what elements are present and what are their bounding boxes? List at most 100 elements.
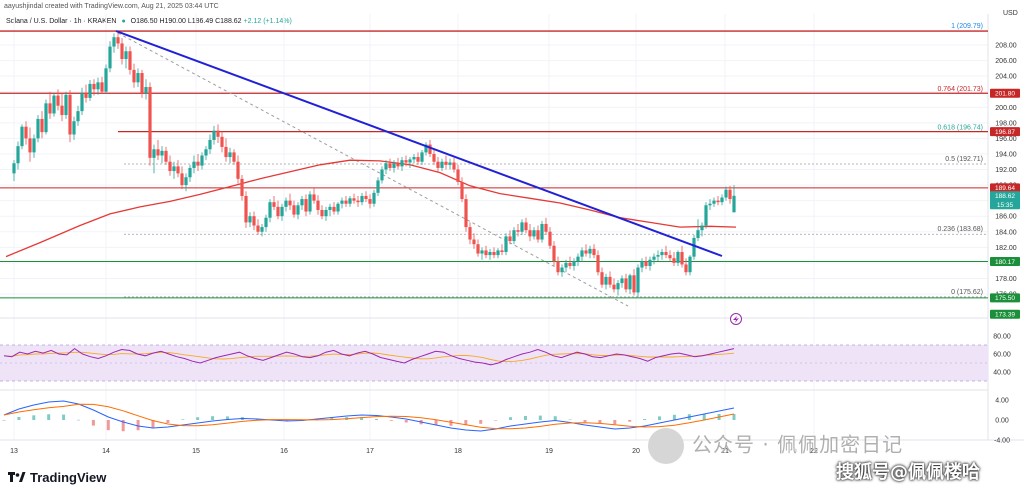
candle[interactable] — [304, 194, 308, 217]
price-badge-support[interactable]: 180.17 — [990, 257, 1020, 267]
candle[interactable] — [316, 195, 320, 215]
candle[interactable] — [604, 273, 608, 290]
candle[interactable] — [440, 158, 444, 172]
candle[interactable] — [600, 267, 604, 288]
candle[interactable] — [540, 220, 544, 243]
candle[interactable] — [308, 191, 312, 215]
candle[interactable] — [716, 195, 720, 206]
candle[interactable] — [248, 212, 252, 228]
candle[interactable] — [268, 199, 272, 223]
candle[interactable] — [84, 84, 88, 103]
candle[interactable] — [172, 161, 176, 179]
candle[interactable] — [560, 264, 564, 277]
candle[interactable] — [396, 157, 400, 170]
candle[interactable] — [476, 239, 480, 257]
candle[interactable] — [256, 219, 260, 235]
candle[interactable] — [192, 155, 196, 174]
candle[interactable] — [376, 177, 380, 196]
candle[interactable] — [196, 153, 200, 172]
candle[interactable] — [448, 158, 452, 170]
candle[interactable] — [164, 146, 168, 165]
candle[interactable] — [520, 219, 524, 235]
candle[interactable] — [404, 155, 408, 167]
price-badge-resistance[interactable]: 201.80 — [990, 88, 1020, 98]
candle[interactable] — [300, 195, 304, 210]
candle[interactable] — [292, 200, 296, 218]
candle[interactable] — [76, 105, 80, 126]
candle[interactable] — [472, 233, 476, 249]
candle[interactable] — [444, 155, 448, 170]
candle[interactable] — [276, 200, 280, 220]
candle[interactable] — [64, 91, 68, 119]
price-badge-support[interactable]: 175.50 — [990, 293, 1020, 303]
candle[interactable] — [572, 258, 576, 271]
candle[interactable] — [144, 79, 148, 100]
candle[interactable] — [68, 90, 72, 143]
rsi-line[interactable] — [3, 347, 735, 366]
candle[interactable] — [388, 158, 392, 172]
candle[interactable] — [184, 173, 188, 192]
candle[interactable] — [556, 256, 560, 276]
candle[interactable] — [272, 195, 276, 210]
candle[interactable] — [704, 202, 708, 229]
candle[interactable] — [140, 69, 144, 98]
candle[interactable] — [468, 222, 472, 245]
symbol-name[interactable]: Solana / U.S. Dollar · 1h · KRAKEN — [6, 18, 117, 25]
candle[interactable] — [244, 191, 248, 228]
candle[interactable] — [508, 230, 512, 245]
candle[interactable] — [616, 279, 620, 296]
candle[interactable] — [492, 247, 496, 259]
candle[interactable] — [532, 227, 536, 240]
candle[interactable] — [652, 253, 656, 265]
candle[interactable] — [656, 250, 660, 262]
candle[interactable] — [340, 197, 344, 209]
candle[interactable] — [188, 164, 192, 182]
candle[interactable] — [564, 259, 568, 273]
candle[interactable] — [228, 147, 232, 164]
candle[interactable] — [204, 146, 208, 161]
candle[interactable] — [456, 164, 460, 186]
candle[interactable] — [72, 116, 76, 140]
candle[interactable] — [40, 111, 44, 139]
candle[interactable] — [200, 152, 204, 170]
candle[interactable] — [680, 245, 684, 268]
candle[interactable] — [116, 30, 120, 49]
candle[interactable] — [80, 87, 84, 116]
candle[interactable] — [720, 194, 724, 206]
candle[interactable] — [732, 185, 736, 213]
candle[interactable] — [124, 46, 128, 69]
candle[interactable] — [16, 141, 20, 170]
candle[interactable] — [640, 258, 644, 273]
candle[interactable] — [284, 197, 288, 212]
candle[interactable] — [208, 134, 212, 154]
candle[interactable] — [12, 160, 16, 182]
candle[interactable] — [696, 219, 700, 242]
candle[interactable] — [32, 134, 36, 158]
candle[interactable] — [128, 46, 132, 75]
candle[interactable] — [364, 191, 368, 203]
macd-signal-line[interactable] — [3, 403, 735, 430]
candle[interactable] — [504, 233, 508, 256]
candle[interactable] — [552, 241, 556, 266]
candle[interactable] — [328, 203, 332, 217]
candle[interactable] — [332, 202, 336, 215]
candle[interactable] — [700, 222, 704, 237]
candle[interactable] — [236, 155, 240, 184]
candle[interactable] — [580, 247, 584, 262]
candle[interactable] — [264, 214, 268, 232]
candle[interactable] — [36, 115, 40, 143]
candle[interactable] — [576, 253, 580, 266]
candle[interactable] — [48, 91, 52, 119]
candle[interactable] — [152, 144, 156, 174]
candle[interactable] — [24, 121, 28, 145]
candle[interactable] — [356, 195, 360, 207]
candle[interactable] — [588, 245, 592, 259]
candle[interactable] — [372, 189, 376, 207]
candle[interactable] — [412, 153, 416, 164]
candle[interactable] — [400, 157, 404, 172]
candle[interactable] — [368, 194, 372, 209]
macd-line[interactable] — [3, 400, 735, 432]
candle[interactable] — [296, 202, 300, 220]
candle[interactable] — [216, 124, 220, 144]
currency-label[interactable]: USD — [1003, 10, 1018, 17]
